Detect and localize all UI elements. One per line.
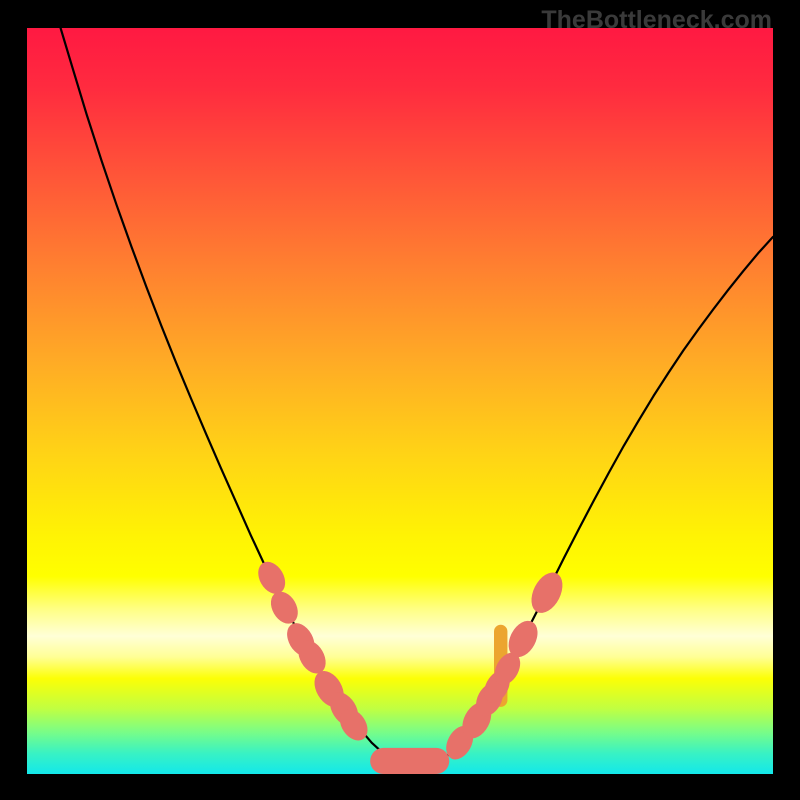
chart-gradient-background [27, 28, 773, 774]
watermark-text: TheBottleneck.com [541, 6, 772, 35]
chart-plot-area [27, 28, 773, 774]
chart-root: { "chart": { "type": "line", "canvas": {… [0, 0, 800, 800]
